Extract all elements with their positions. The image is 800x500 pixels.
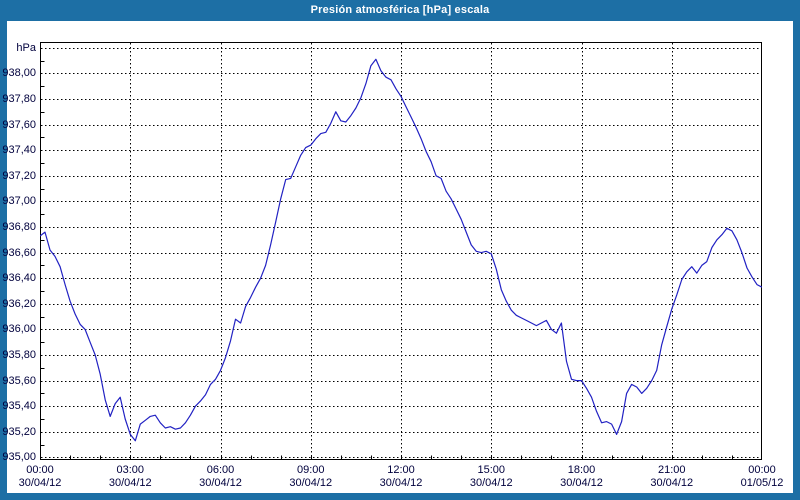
x-tick-date: 30/04/12 <box>199 477 242 489</box>
x-tick-label: 09:00 30/04/12 <box>276 464 346 490</box>
pressure-line-chart <box>40 42 762 460</box>
y-tick-label: 937,00 <box>2 195 36 208</box>
y-tick-label: 936,80 <box>2 221 36 233</box>
x-tick-time: 06:00 <box>206 464 235 476</box>
x-tick-time: 21:00 <box>657 464 686 476</box>
x-tick-date: 30/04/12 <box>379 477 423 489</box>
x-tick-date: 30/04/12 <box>650 477 694 489</box>
y-tick-label: 936,00 <box>2 323 36 336</box>
chart-title: Presión atmosférica [hPa] escala <box>310 4 490 16</box>
y-tick-label: 935,40 <box>2 400 36 413</box>
x-tick-date: 30/04/12 <box>18 477 62 489</box>
x-tick-time: 12:00 <box>387 464 415 476</box>
x-tick-date: 30/04/12 <box>289 477 333 489</box>
y-tick-label: 936,20 <box>2 297 36 310</box>
x-tick-time: 00:00 <box>748 464 776 476</box>
x-tick-label: 18:00 30/04/12 <box>547 464 617 490</box>
x-tick-date: 30/04/12 <box>108 477 152 489</box>
plot-area[interactable] <box>40 42 762 460</box>
x-tick-time: 00:00 <box>26 464 54 476</box>
x-tick-time: 18:00 <box>567 464 596 476</box>
x-tick-date: 01/05/12 <box>740 477 784 489</box>
y-axis-unit-label: hPa <box>16 41 36 54</box>
y-tick-label: 937,60 <box>2 118 36 131</box>
x-tick-label: 06:00 30/04/12 <box>186 464 256 490</box>
x-tick-label: 00:00 01/05/12 <box>727 464 797 490</box>
y-tick-label: 936,40 <box>2 272 36 285</box>
x-tick-label: 15:00 30/04/12 <box>456 464 526 490</box>
pressure-series-line <box>40 58 762 442</box>
x-tick-date: 30/04/12 <box>560 477 603 489</box>
y-tick-label: 938,00 <box>2 67 36 80</box>
y-tick-label: 935,20 <box>2 425 36 438</box>
y-tick-label: 936,60 <box>2 246 36 259</box>
x-tick-label: 00:00 30/04/12 <box>5 464 75 490</box>
x-tick-label: 03:00 30/04/12 <box>95 464 165 490</box>
y-tick-label: 937,80 <box>2 93 36 105</box>
plot-border <box>40 42 762 460</box>
x-tick-time: 09:00 <box>296 464 325 476</box>
y-tick-label: 935,60 <box>2 374 36 387</box>
x-tick-time: 15:00 <box>477 464 506 476</box>
x-tick-date: 30/04/12 <box>469 477 513 489</box>
x-tick-label: 12:00 30/04/12 <box>366 464 436 490</box>
y-tick-label: 935,80 <box>2 349 36 361</box>
chart-panel: hPa 938,00 937,80 937,60 937,40 937,20 937,00 9… <box>2 21 793 493</box>
x-tick-label: 21:00 30/04/12 <box>637 464 707 490</box>
y-tick-label: 937,40 <box>2 144 36 157</box>
x-tick-time: 03:00 <box>116 464 145 476</box>
title-bar: Presión atmosférica [hPa] escala <box>0 0 800 21</box>
y-tick-label: 935,00 <box>2 451 36 464</box>
y-tick-label: 937,20 <box>2 169 36 182</box>
